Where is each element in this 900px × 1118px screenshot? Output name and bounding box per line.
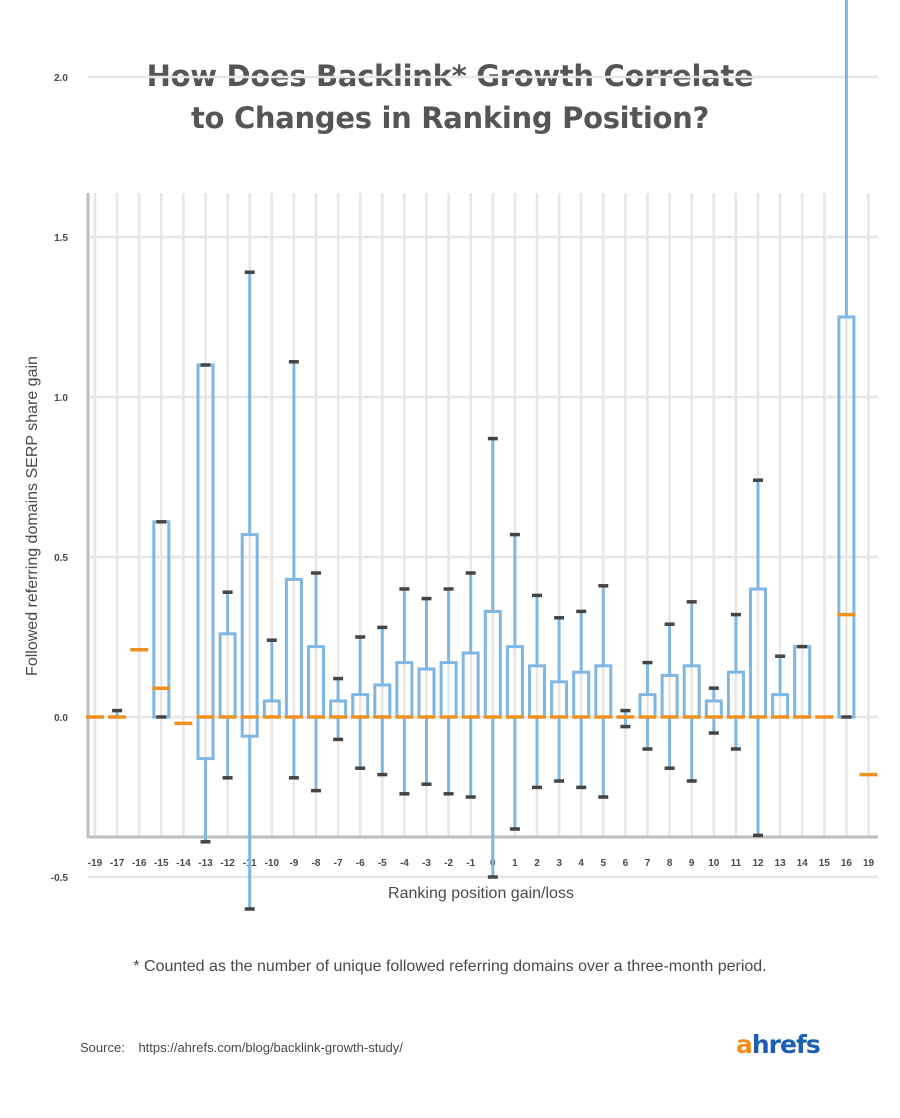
x-tick-label: 16 <box>841 858 853 869</box>
x-tick-label: 12 <box>752 858 764 869</box>
y-tick-label: 1.0 <box>54 393 68 404</box>
x-tick-label: -19 <box>88 858 103 869</box>
x-tick-label: 6 <box>623 858 629 869</box>
box-iqr <box>240 533 259 738</box>
x-tick-label: 2 <box>534 858 540 869</box>
y-tick-label: 2.0 <box>54 73 68 84</box>
title-line-2: to Changes in Ranking Position? <box>190 101 710 135</box>
x-tick-label: 7 <box>645 858 651 869</box>
source-label: Source: <box>80 1040 125 1055</box>
ahrefs-logo: ahrefs <box>736 1030 821 1059</box>
x-tick-label: -6 <box>356 858 365 869</box>
source-url[interactable]: https://ahrefs.com/blog/backlink-growth-… <box>138 1040 403 1055</box>
x-tick-label: -13 <box>198 858 213 869</box>
source-line: Source: https://ahrefs.com/blog/backlink… <box>80 1040 403 1055</box>
x-tick-label: 15 <box>819 858 831 869</box>
x-tick-label: 4 <box>578 858 584 869</box>
x-tick-label: -9 <box>289 858 298 869</box>
x-tick-label: -10 <box>265 858 280 869</box>
x-tick-label: -3 <box>422 858 431 869</box>
logo-letter-a: a <box>736 1030 753 1059</box>
y-tick-label: 0.0 <box>54 713 68 724</box>
x-tick-label: -1 <box>466 858 475 869</box>
x-tick-label: -5 <box>378 858 387 869</box>
footnote: * Counted as the number of unique follow… <box>133 958 767 975</box>
x-tick-label: -16 <box>132 858 147 869</box>
y-axis-label: Followed referring domains SERP share ga… <box>24 356 41 676</box>
y-tick-label: 0.5 <box>54 553 68 564</box>
x-tick-label: 14 <box>797 858 809 869</box>
y-tick-label: 1.5 <box>54 233 68 244</box>
x-tick-label: 19 <box>863 858 875 869</box>
x-tick-label: 8 <box>667 858 673 869</box>
x-tick-label: -12 <box>220 858 235 869</box>
x-tick-label: 5 <box>601 858 607 869</box>
x-tick-label: 11 <box>731 858 742 869</box>
x-axis-label: Ranking position gain/loss <box>388 885 574 902</box>
x-tick-label: 13 <box>775 858 787 869</box>
x-tick-label: 3 <box>556 858 562 869</box>
x-tick-label: -7 <box>334 858 343 869</box>
x-tick-label: -17 <box>110 858 125 869</box>
y-tick-label: -0.5 <box>51 873 69 884</box>
x-tick-label: 10 <box>708 858 720 869</box>
x-tick-label: -14 <box>176 858 191 869</box>
x-tick-label: 1 <box>512 858 518 869</box>
x-tick-label: -4 <box>400 858 409 869</box>
x-tick-label: -8 <box>312 858 321 869</box>
logo-text: hrefs <box>751 1030 821 1059</box>
x-tick-label: 9 <box>689 858 695 869</box>
x-tick-label: -2 <box>444 858 453 869</box>
x-tick-label: -15 <box>154 858 169 869</box>
